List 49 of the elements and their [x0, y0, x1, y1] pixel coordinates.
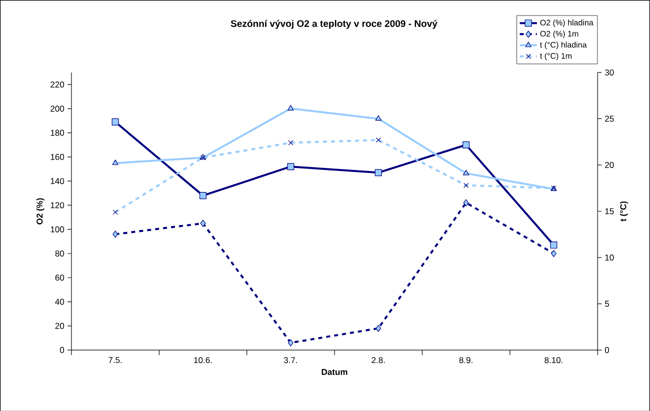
point — [463, 199, 469, 206]
point — [287, 162, 294, 170]
point — [288, 104, 294, 110]
y2-tick-label: 10 — [605, 254, 614, 260]
y-tick-label: 20 — [55, 322, 64, 329]
y-tick-label: 160 — [50, 154, 64, 160]
point — [112, 230, 118, 238]
legend-label: O2 (%) 1m — [540, 30, 578, 38]
y2-axis-title: t (°C) — [620, 201, 628, 222]
legend-label: t (°C) 1m — [540, 52, 572, 60]
point — [551, 250, 556, 257]
point — [112, 159, 118, 165]
y-tick-label: 100 — [50, 226, 64, 232]
y-tick-label: 200 — [50, 105, 64, 112]
point — [288, 339, 294, 346]
y-tick-label: 120 — [50, 202, 64, 208]
legend-label: O2 (%) hladina — [540, 19, 594, 27]
x-tick-label: 2.8. — [372, 356, 385, 363]
point — [462, 141, 470, 148]
point — [200, 220, 206, 227]
x-tick-label: 10.6. — [194, 356, 212, 363]
y-tick-label: 140 — [50, 178, 64, 184]
y2-tick-label: 15 — [605, 208, 614, 214]
point — [462, 170, 470, 175]
y-tick-label: 180 — [50, 130, 64, 136]
y-tick-label: 80 — [55, 250, 64, 256]
y2-tick-label: 25 — [605, 115, 614, 122]
point — [375, 114, 382, 120]
point — [550, 241, 558, 248]
point — [376, 324, 382, 332]
x-axis-title: Datum — [322, 368, 348, 375]
legend-label: t (°C) hladina — [540, 42, 587, 49]
y2-tick-label: 0 — [604, 346, 610, 353]
y2-tick-label: 20 — [605, 162, 614, 168]
y2-tick-label: 5 — [604, 300, 610, 307]
x-tick-label: 8.9. — [459, 356, 472, 363]
y-tick-label: 60 — [55, 274, 64, 280]
y-tick-label: 220 — [50, 81, 64, 88]
chart-title: Sezónní vývoj O2 a teploty v roce 2009 - Nový — [230, 20, 438, 29]
x-tick-label: 8.10. — [544, 356, 562, 363]
y-tick-label: 40 — [55, 298, 64, 305]
y-tick-label: 0 — [60, 346, 64, 353]
point — [112, 118, 119, 126]
point — [374, 168, 382, 176]
x-tick-label: 3.7. — [284, 356, 297, 363]
x-tick-label: 7.5. — [108, 356, 122, 363]
y-axis-title: O2 (%) — [36, 198, 44, 224]
point — [199, 192, 206, 199]
y2-tick-label: 30 — [604, 69, 614, 76]
